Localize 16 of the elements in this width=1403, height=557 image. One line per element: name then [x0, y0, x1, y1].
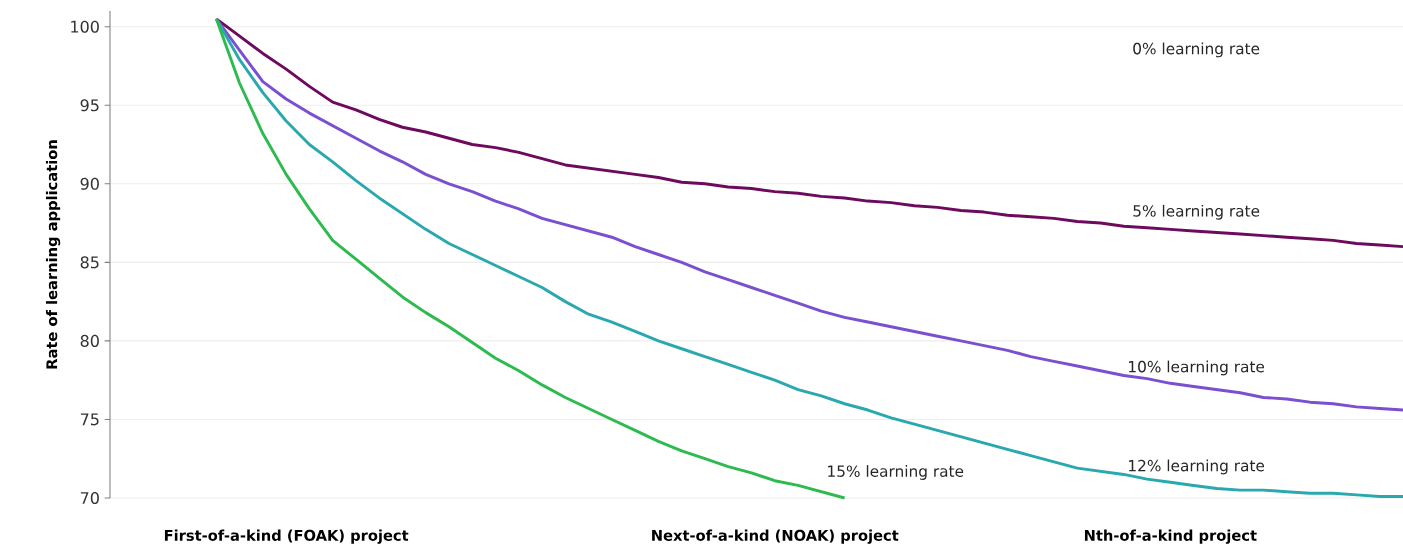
y-tick-label: 75	[80, 413, 99, 426]
y-tick-label: 90	[80, 177, 99, 190]
y-tick-label: 80	[80, 334, 99, 347]
x-tick-label: Nth-of-a-kind project	[1084, 529, 1257, 544]
y-axis-title: Rate of learning application	[45, 140, 61, 369]
y-tick-label: 85	[80, 256, 99, 269]
y-tick-label: 70	[80, 491, 99, 505]
series-label: 15% learning rate	[828, 465, 964, 480]
y-tick-label: 95	[80, 99, 99, 112]
series-label: 12% learning rate	[1129, 459, 1265, 475]
x-tick-label: First-of-a-kind (FOAK) project	[164, 529, 409, 544]
series-label: 10% learning rate	[1129, 360, 1265, 376]
series-label: 5% learning rate	[1133, 204, 1260, 220]
y-tick-label: 100	[71, 20, 99, 33]
annotation: 0% learning rate	[1133, 42, 1260, 58]
x-tick-label: Next-of-a-kind (NOAK) project	[652, 529, 899, 544]
